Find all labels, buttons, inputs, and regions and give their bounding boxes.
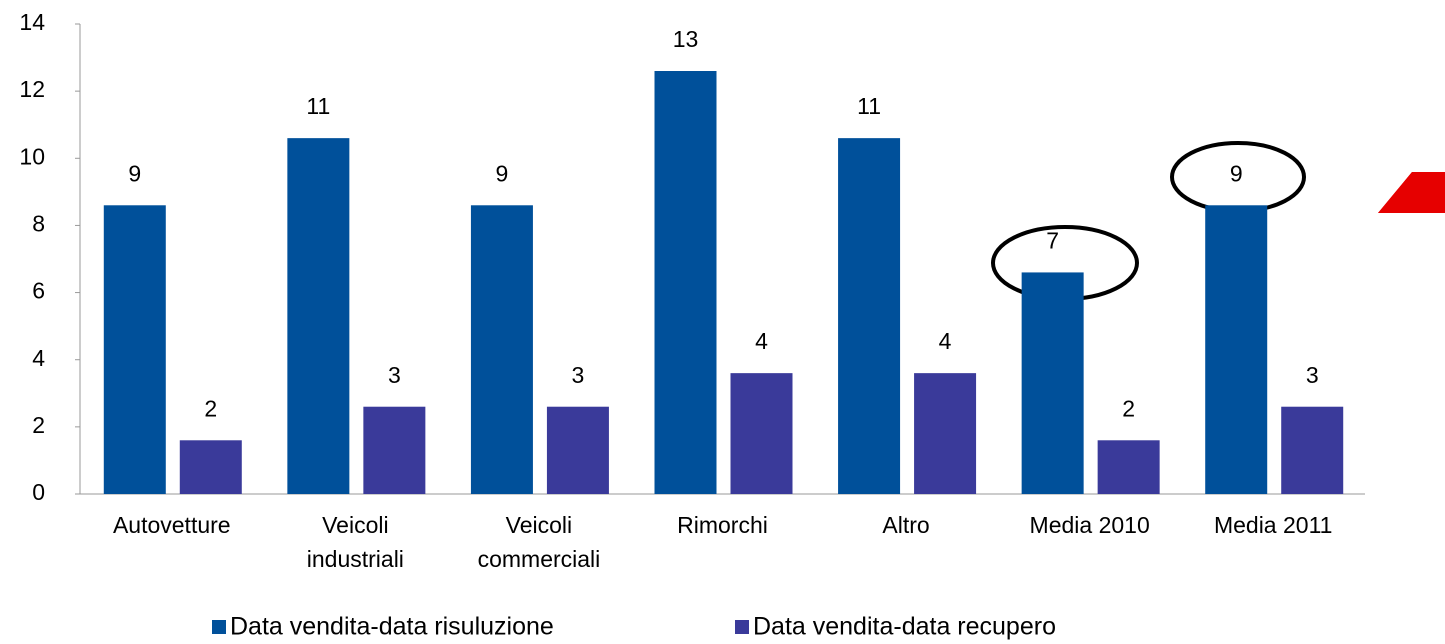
legend-label: Data vendita-data recupero xyxy=(753,613,1056,641)
data-label: 4 xyxy=(755,328,768,354)
y-tick-label: 2 xyxy=(32,412,45,438)
legend-swatch xyxy=(735,620,749,634)
bar xyxy=(470,205,533,495)
bar xyxy=(654,71,717,494)
y-tick-label: 6 xyxy=(32,278,45,304)
data-label: 13 xyxy=(673,26,699,52)
legend-swatch xyxy=(212,620,226,634)
data-label: 9 xyxy=(1230,160,1243,186)
data-label: 2 xyxy=(1122,395,1135,421)
data-label: 3 xyxy=(572,362,585,388)
bar xyxy=(287,138,350,494)
bar xyxy=(1097,440,1160,494)
x-tick-label: Rimorchi xyxy=(677,512,768,538)
bar xyxy=(363,406,426,494)
x-tick-label: Media 2010 xyxy=(1030,512,1150,538)
x-tick-label: Altro xyxy=(882,512,929,538)
bar xyxy=(838,138,901,494)
y-tick-label: 10 xyxy=(19,143,45,169)
data-label: 3 xyxy=(1306,362,1319,388)
data-label: 9 xyxy=(128,160,141,186)
y-tick-label: 4 xyxy=(32,345,45,371)
data-label: 9 xyxy=(496,160,509,186)
x-tick-label: Veicoli commerciali xyxy=(478,512,601,572)
bar xyxy=(179,440,242,494)
y-tick-label: 0 xyxy=(32,479,45,505)
data-label: 4 xyxy=(939,328,952,354)
y-tick-label: 12 xyxy=(19,76,45,102)
bar xyxy=(103,205,166,495)
data-label: 2 xyxy=(204,395,217,421)
x-tick-label: Media 2011 xyxy=(1214,512,1333,538)
x-tick-label: Autovetture xyxy=(113,512,231,538)
bar xyxy=(914,373,977,494)
bar xyxy=(730,373,793,494)
y-tick-label: 14 xyxy=(19,9,45,35)
data-label: 11 xyxy=(857,93,881,119)
bar xyxy=(1021,272,1084,494)
data-label: 7 xyxy=(1046,228,1059,254)
red-triangle xyxy=(1378,172,1445,213)
x-tick-label: Veicoli industriali xyxy=(307,512,404,572)
data-label: 3 xyxy=(388,362,401,388)
legend-label: Data vendita-data risuluzione xyxy=(230,613,554,641)
y-tick-label: 8 xyxy=(32,211,45,237)
bar xyxy=(546,406,609,494)
bar xyxy=(1281,406,1344,494)
bar xyxy=(1205,205,1268,495)
data-label: 11 xyxy=(306,93,330,119)
